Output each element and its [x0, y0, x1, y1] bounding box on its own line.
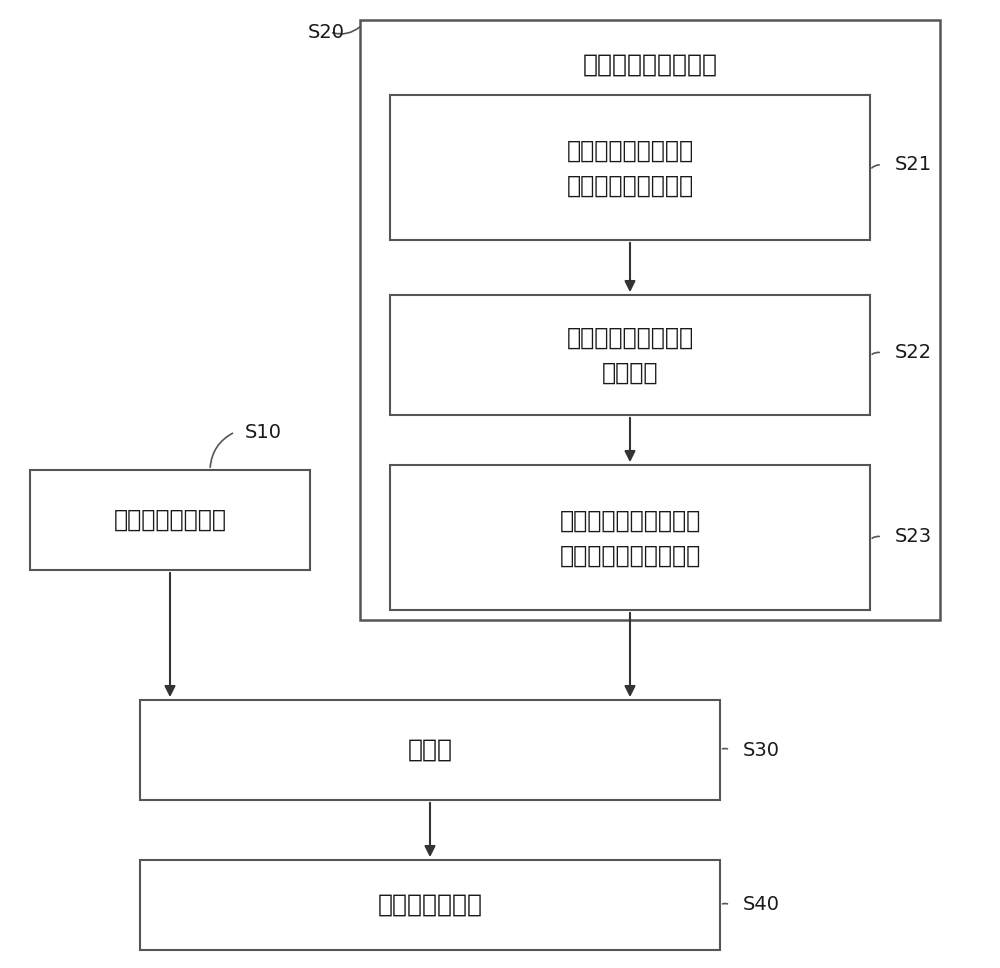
Bar: [390, 465, 870, 610]
Bar: [140, 860, 720, 950]
Text: 共培养: 共培养: [408, 738, 452, 762]
Text: S10: S10: [245, 422, 282, 441]
Text: 固定半纤维素分解酶及
锚定蛋白至酵母菌表面: 固定半纤维素分解酶及 锚定蛋白至酵母菌表面: [559, 508, 701, 567]
Bar: [390, 95, 870, 240]
Text: S23: S23: [895, 528, 932, 547]
Bar: [360, 20, 940, 620]
Text: 融合锚定蛋白基因与
半纤维素分解酶基因: 融合锚定蛋白基因与 半纤维素分解酶基因: [566, 138, 694, 197]
Text: S30: S30: [743, 741, 780, 760]
Bar: [140, 700, 720, 800]
Bar: [390, 295, 870, 415]
Text: S40: S40: [743, 895, 780, 915]
Bar: [30, 470, 310, 570]
Text: S22: S22: [895, 344, 932, 362]
Text: S21: S21: [895, 156, 932, 174]
Text: 建立五碳糖发酵菌: 建立五碳糖发酵菌: [114, 508, 226, 532]
Text: 插入融合基因至酵母
菌基因组: 插入融合基因至酵母 菌基因组: [566, 325, 694, 384]
Text: 建立半纤维素转化菌: 建立半纤维素转化菌: [582, 53, 718, 77]
Text: 加入生物质原料: 加入生物质原料: [378, 893, 482, 917]
Text: S20: S20: [308, 22, 345, 42]
